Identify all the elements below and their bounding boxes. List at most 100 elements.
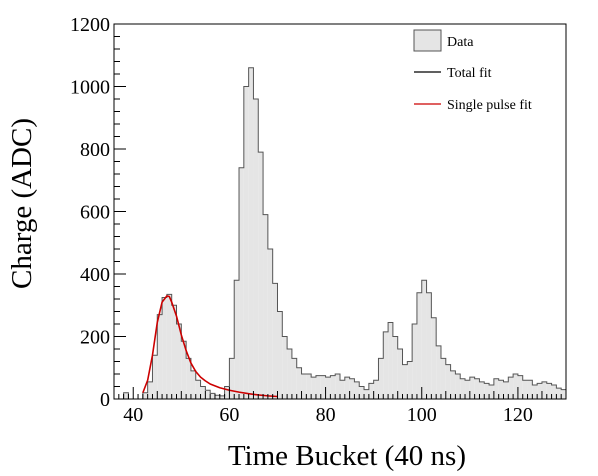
histogram-bar — [354, 381, 360, 399]
histogram-bar — [253, 99, 259, 399]
histogram-bar — [388, 322, 393, 399]
y-tick-label: 800 — [80, 139, 110, 161]
histogram-bar — [373, 380, 379, 399]
data-histogram — [123, 67, 567, 399]
histogram-bar — [166, 294, 172, 399]
legend-total-fit-label: Total fit — [447, 66, 492, 81]
histogram-bar — [335, 374, 340, 399]
histogram-bar — [546, 383, 552, 399]
histogram-bar — [147, 381, 153, 399]
histogram-bar — [349, 378, 355, 399]
histogram-bar — [532, 384, 538, 399]
histogram-bar — [123, 392, 129, 399]
histogram-bar — [383, 331, 389, 399]
histogram-bar — [195, 380, 201, 399]
histogram-bar — [508, 377, 514, 399]
histogram-bar — [561, 389, 566, 399]
histogram-bar — [142, 392, 148, 399]
histogram-bar — [277, 311, 283, 399]
histogram-bar — [282, 336, 288, 399]
histogram-bar — [205, 390, 211, 399]
histogram-bar — [397, 349, 403, 399]
histogram-bar — [190, 370, 196, 399]
histogram-outline — [123, 67, 567, 399]
x-tick-label: 80 — [316, 404, 336, 426]
histogram-bar — [368, 383, 374, 399]
histogram-bar — [219, 395, 225, 399]
histogram-bar — [474, 378, 480, 399]
histogram-bar — [440, 358, 446, 399]
x-tick-label: 60 — [219, 404, 239, 426]
histogram-bar — [214, 395, 220, 399]
histogram-bar — [157, 314, 163, 399]
histogram-bar — [455, 374, 461, 399]
histogram-bar — [541, 381, 547, 399]
y-tick-label: 1000 — [70, 77, 110, 99]
histogram-bar — [450, 370, 456, 399]
histogram-bar — [465, 380, 470, 399]
y-tick-label: 600 — [80, 202, 110, 224]
x-tick-label: 40 — [123, 404, 143, 426]
histogram-bar — [489, 384, 494, 399]
histogram-bar — [248, 67, 254, 399]
histogram-bar — [296, 367, 302, 399]
histogram-bar — [315, 375, 321, 399]
histogram-bar — [537, 383, 542, 399]
histogram-bar — [493, 378, 499, 399]
y-axis: 0 200 400 600 800 1000 1200 — [70, 14, 126, 411]
histogram-bar — [378, 358, 384, 399]
y-axis-title: Charge (ADC) — [6, 118, 38, 289]
histogram-bar — [186, 358, 191, 399]
histogram-bar — [436, 345, 441, 399]
histogram-bar — [517, 375, 523, 399]
histogram-bar — [162, 297, 167, 399]
histogram-bar — [431, 317, 437, 399]
histogram-bar — [239, 167, 244, 399]
histogram-bar — [171, 305, 177, 399]
x-axis-title: Time Bucket (40 ns) — [228, 440, 466, 472]
x-axis: 40 60 80 100 120 — [113, 387, 567, 426]
histogram-bar — [522, 380, 528, 399]
histogram-bar — [359, 386, 365, 399]
legend-data-swatch — [413, 29, 442, 52]
histogram-bar — [392, 336, 398, 399]
x-tick-label: 100 — [407, 404, 437, 426]
histogram-bar — [407, 361, 413, 399]
histogram-bar — [364, 389, 369, 399]
legend-single-pulse-fit-label: Single pulse fit — [447, 98, 532, 113]
histogram-bar — [426, 292, 432, 399]
y-tick-label: 0 — [100, 389, 110, 411]
histogram-bar — [340, 380, 345, 399]
y-tick-label: 1200 — [70, 14, 110, 36]
histogram-bar — [479, 381, 485, 399]
histogram-bar — [267, 249, 273, 399]
histogram-bar — [325, 377, 331, 399]
histogram-bar — [263, 214, 268, 399]
histogram-bar — [243, 86, 249, 399]
legend-data-label: Data — [447, 35, 474, 50]
histogram-bar — [460, 378, 466, 399]
histogram-bar — [469, 377, 475, 399]
histogram-bar — [210, 393, 215, 399]
histogram-bar — [272, 283, 278, 399]
histogram-bar — [176, 324, 182, 399]
histogram-bar — [556, 388, 562, 399]
histogram-bar — [306, 374, 312, 399]
histogram-bar — [330, 375, 336, 399]
histogram-bar — [402, 364, 408, 399]
histogram-bar — [311, 377, 316, 399]
histogram-bar — [344, 377, 350, 399]
histogram-bar — [513, 374, 518, 399]
x-tick-label: 120 — [503, 404, 533, 426]
histogram-bar — [258, 152, 264, 399]
histogram-bar — [503, 381, 509, 399]
histogram-bar — [234, 280, 240, 399]
histogram-bar — [224, 386, 230, 399]
single-pulse-fit-curve — [142, 295, 278, 398]
histogram-bar — [484, 383, 490, 399]
histogram-bar — [320, 375, 326, 399]
y-tick-label: 400 — [80, 264, 110, 286]
histogram-bar — [416, 292, 422, 399]
fit-curves — [142, 295, 278, 398]
